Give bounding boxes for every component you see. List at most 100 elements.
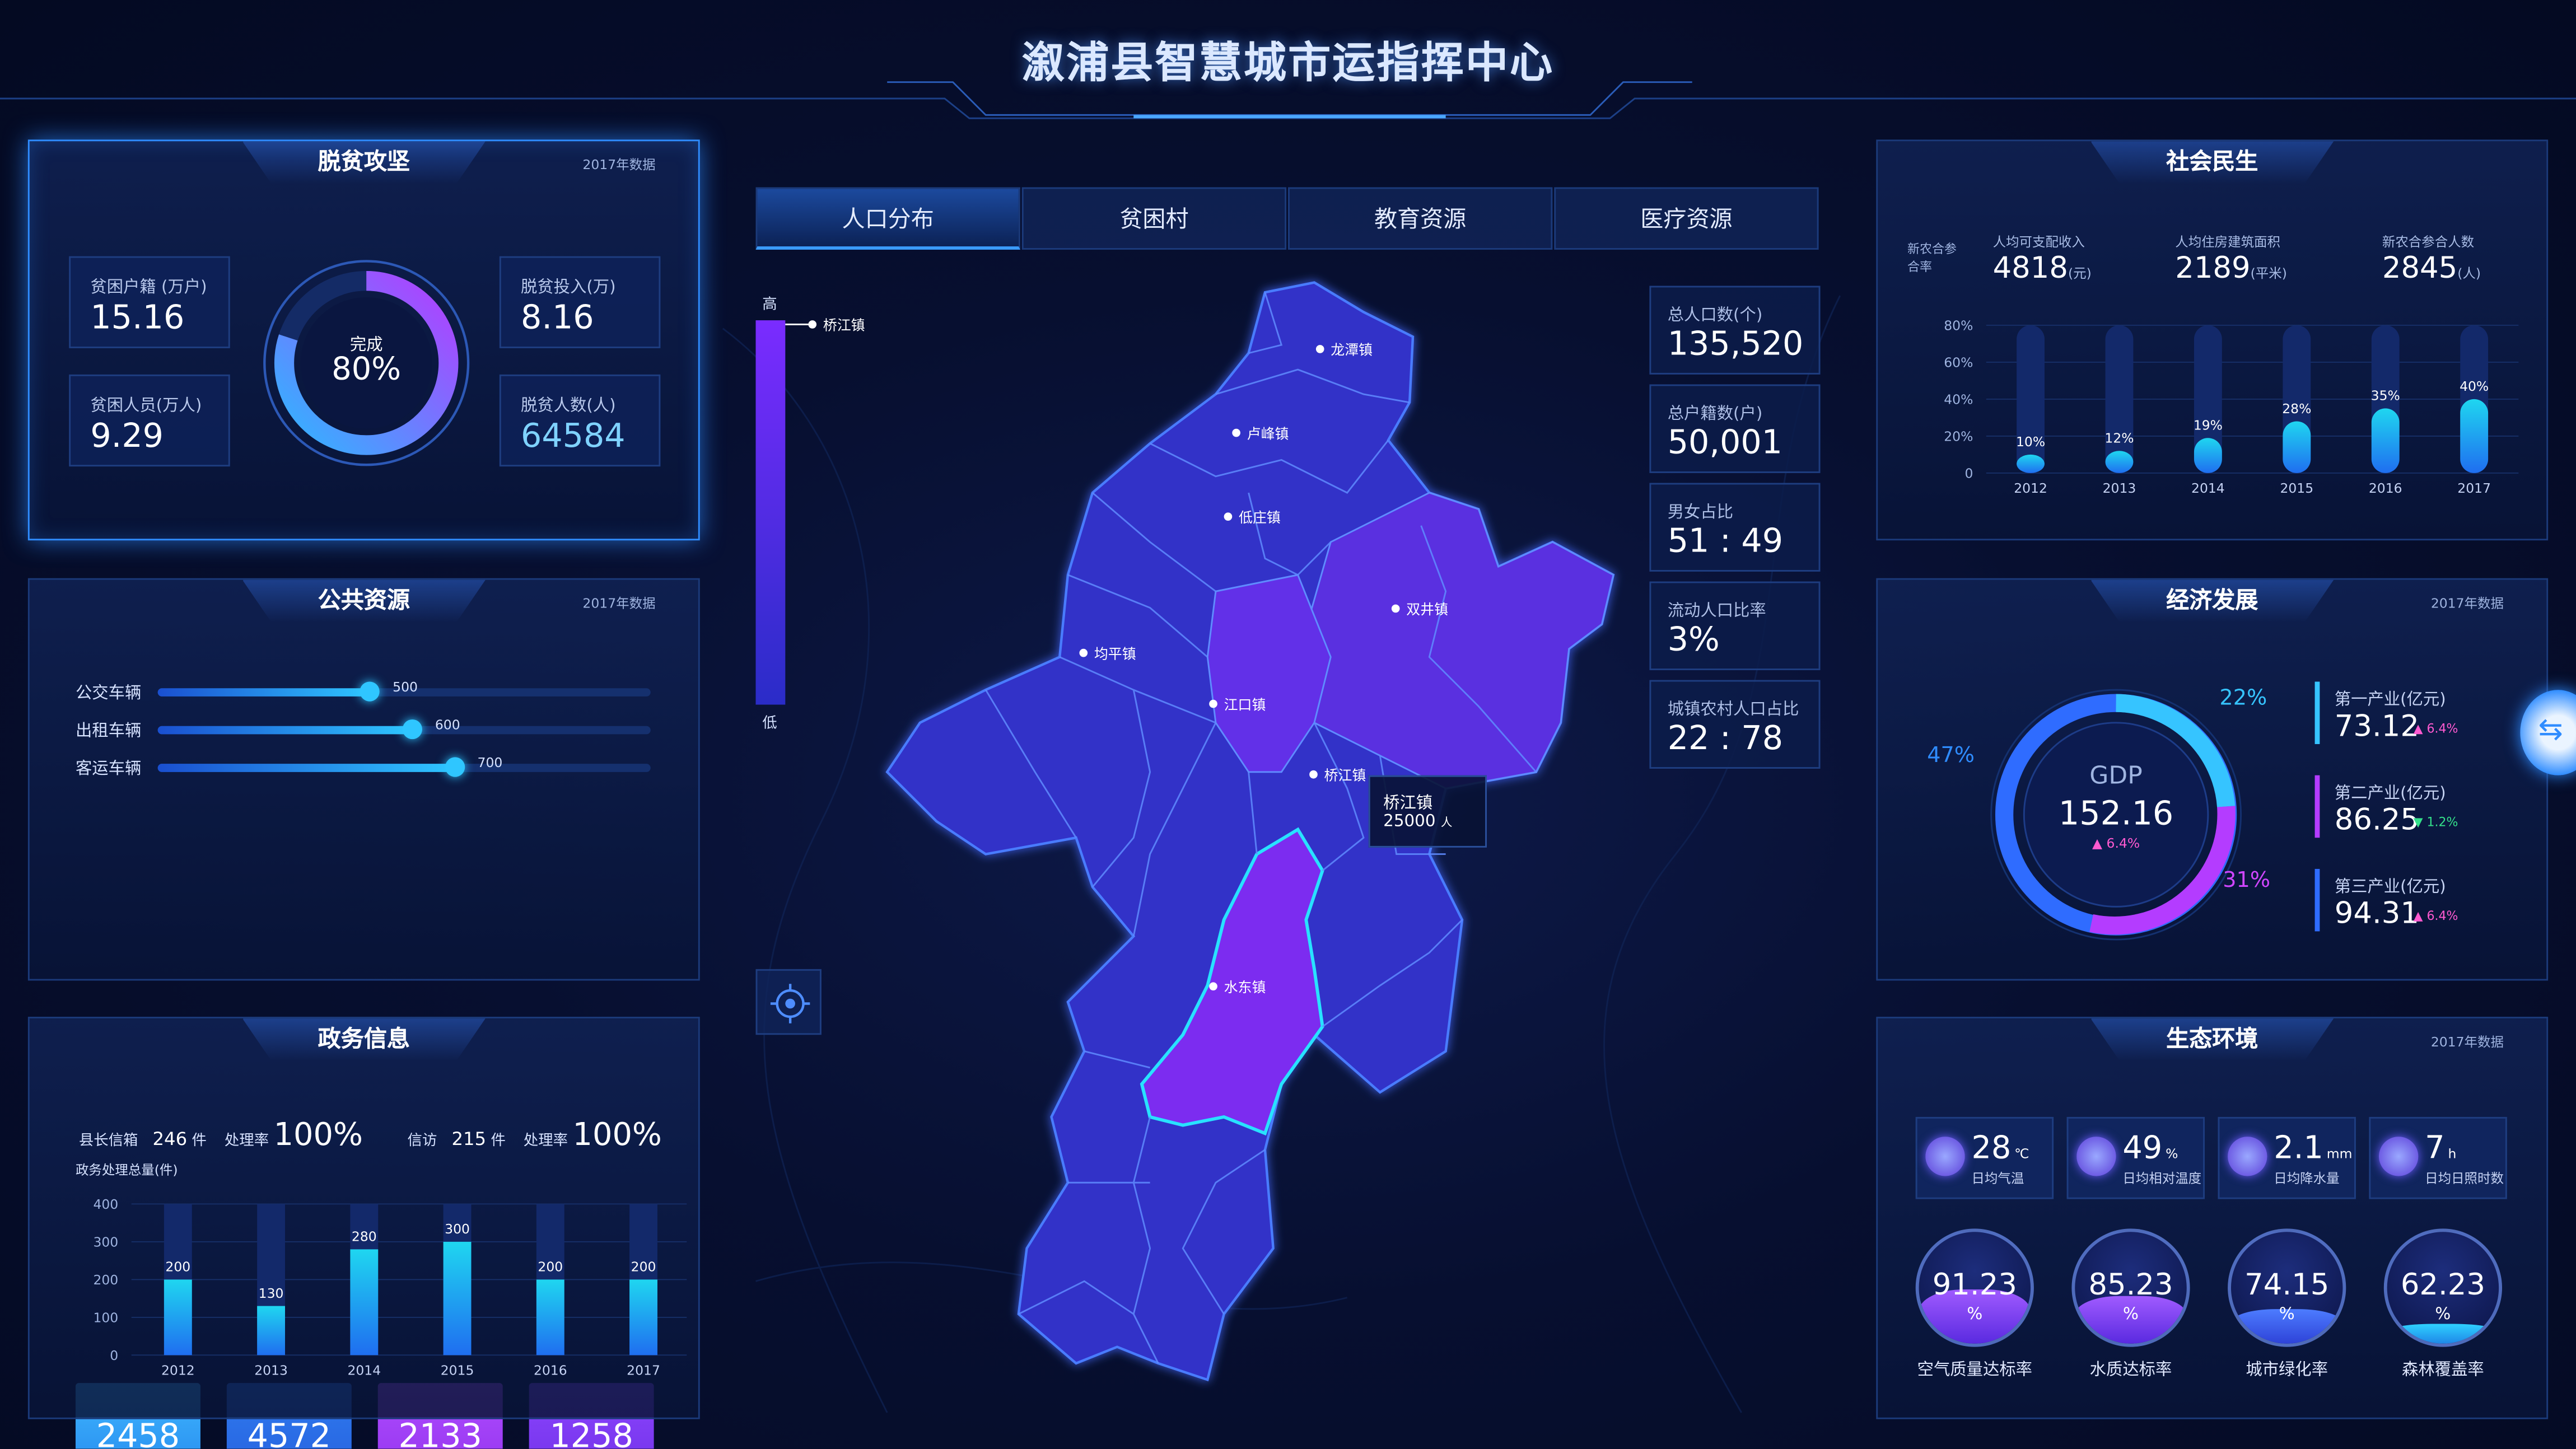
bar[interactable]	[2283, 421, 2311, 473]
ring-value: 80%	[332, 351, 402, 388]
participation-rate-label: 新农合参合率	[1907, 241, 1957, 274]
water-drop-icon	[2076, 1137, 2116, 1176]
bar[interactable]	[2017, 454, 2045, 473]
swap-icon: ⇆	[2538, 713, 2563, 747]
stat-label: 总人口数(个)	[1667, 307, 1763, 325]
bar[interactable]	[536, 1279, 564, 1355]
stat-card: 总人口数(个) 135,520	[1649, 286, 1821, 375]
y-tick-label: 40%	[1944, 392, 1973, 408]
ball-value: 91.23	[1932, 1268, 2017, 1303]
eco-unit: h	[2448, 1146, 2457, 1162]
slider-handle[interactable]	[444, 757, 465, 777]
ball-percent: %	[2123, 1306, 2139, 1324]
ball-percent: %	[2435, 1306, 2451, 1324]
slider-handle[interactable]	[360, 681, 380, 702]
town-label-qiaojiang[interactable]: 桥江镇	[1309, 765, 1366, 785]
bar[interactable]	[164, 1279, 192, 1355]
eco-card: 28 ℃ 日均气温	[1915, 1116, 2054, 1199]
map-tooltip: 桥江镇 25000 人	[1368, 775, 1487, 848]
legend-marker-label: 桥江镇	[808, 315, 865, 335]
panel-title: 公共资源	[242, 579, 486, 623]
y-tick-label: 0	[110, 1348, 118, 1363]
eco-card: 7 h 日均日照时数	[2369, 1116, 2507, 1199]
eco-value-row: 28 ℃	[1971, 1130, 2029, 1166]
mailbox-stat: 县长信箱 246 件 处理率 100%	[79, 1117, 363, 1153]
bar[interactable]	[350, 1249, 379, 1355]
y-tick-label: 100	[93, 1310, 118, 1326]
tab-3[interactable]: 医疗资源	[1554, 187, 1819, 250]
ball-fill	[2230, 1309, 2343, 1344]
gdp-label: GDP	[2089, 760, 2143, 791]
ball-fill	[2075, 1296, 2187, 1344]
eco-value-row: 2.1 mm	[2274, 1130, 2352, 1166]
bar-value-label: 19%	[2194, 418, 2223, 433]
legend-gradient-bar	[755, 320, 786, 705]
bar[interactable]	[2105, 451, 2134, 473]
panel-year: 2017年数据	[2430, 1035, 2504, 1050]
gov-bar-chart: 0 100 200 300 400 200 2012 130 2013 280 2014 300 201…	[93, 1196, 687, 1378]
town-label-longtan[interactable]: 龙潭镇	[1316, 340, 1373, 359]
poverty-panel: 脱贫攻坚 2017年数据 贫困户籍 (万户) 15.16 贫困人员(万人) 9.…	[27, 139, 700, 541]
town-label-dizhuang[interactable]: 低庄镇	[1224, 508, 1281, 527]
bar-value-label: 10%	[2016, 434, 2045, 450]
pct-primary: 47%	[1927, 744, 1975, 769]
map-outline	[885, 281, 1615, 1382]
town-label-shuangjing[interactable]: 双井镇	[1392, 600, 1448, 619]
side-toggle-button[interactable]: ⇆	[2520, 690, 2576, 775]
pct-secondary: 22%	[2219, 686, 2267, 712]
town-label-shuidong[interactable]: 水东镇	[1209, 978, 1266, 997]
bar[interactable]	[2194, 438, 2222, 473]
town-label-junping[interactable]: 均平镇	[1079, 644, 1136, 663]
metric-unit: (元)	[2068, 266, 2092, 281]
tab-0[interactable]: 人口分布	[755, 187, 1020, 250]
bar-value-label: 40%	[2460, 378, 2489, 394]
lifted-card: 脱贫人数(人) 64584	[499, 374, 661, 467]
industry-value: 94.31	[2334, 896, 2419, 932]
industry-change: ▼ 1.2%	[2413, 815, 2458, 830]
slider-handle[interactable]	[402, 719, 422, 740]
slider-fill	[157, 726, 412, 735]
metric-label: 新农合参合人数	[2382, 235, 2475, 250]
gdp-change: ▲ 6.4%	[2092, 836, 2140, 851]
industry-label: 第一产业(亿元)	[2334, 691, 2446, 710]
lifted-value: 64584	[520, 415, 626, 455]
bar-value-label: 300	[445, 1221, 470, 1237]
petition-value: 215	[451, 1128, 487, 1150]
ball-label: 城市绿化率	[2246, 1362, 2328, 1380]
ecology-panel: 生态环境 2017年数据	[1876, 1016, 2549, 1419]
slider-track[interactable]	[157, 757, 651, 777]
tab-1[interactable]: 贫困村	[1021, 187, 1287, 250]
bar-value-label: 200	[538, 1259, 563, 1275]
slider-track[interactable]	[157, 681, 651, 702]
stat-label: 城镇农村人口占比	[1667, 701, 1799, 719]
bar[interactable]	[2460, 399, 2489, 473]
metric-value: 2189	[2175, 251, 2251, 286]
mailbox-unit: 件	[192, 1133, 207, 1150]
slider-value: 600	[435, 718, 460, 733]
stat-value: 135,520	[1667, 323, 1804, 363]
eco-label: 日均日照时数	[2425, 1171, 2504, 1186]
government-panel: 政务信息 县长信箱 246 件 处理率 100% 信访 215 件 处理率 10…	[27, 1016, 700, 1419]
town-label-lufeng[interactable]: 卢峰镇	[1232, 424, 1289, 443]
industry-marker	[2314, 868, 2320, 932]
tab-2[interactable]: 教育资源	[1288, 187, 1553, 250]
thermometer-icon	[1925, 1137, 1965, 1176]
metric-income: 人均可支配收入 4818(元)	[1993, 233, 2092, 286]
bar[interactable]	[629, 1279, 657, 1355]
locate-button[interactable]	[755, 969, 822, 1035]
bar[interactable]	[443, 1241, 472, 1355]
y-tick-label: 0	[1964, 466, 1973, 482]
lifted-label: 脱贫人数(人)	[520, 397, 616, 416]
social-panel: 社会民生 新农合参合率 人均可支配收入 4818(元) 人均住房建筑面积 218…	[1876, 139, 2549, 541]
people-label: 贫困人员(万人)	[90, 397, 202, 416]
bar[interactable]	[257, 1306, 285, 1355]
rain-cup-icon	[2228, 1137, 2267, 1176]
stat-label: 总户籍数(户)	[1667, 405, 1763, 424]
stat-label: 流动人口比率	[1667, 602, 1766, 621]
town-label-jiangkou[interactable]: 江口镇	[1209, 695, 1266, 714]
slider-track[interactable]	[157, 719, 651, 740]
eco-card: 2.1 mm 日均降水量	[2218, 1116, 2356, 1199]
eco-value-row: 49%	[2122, 1130, 2178, 1166]
bar[interactable]	[2371, 408, 2400, 473]
